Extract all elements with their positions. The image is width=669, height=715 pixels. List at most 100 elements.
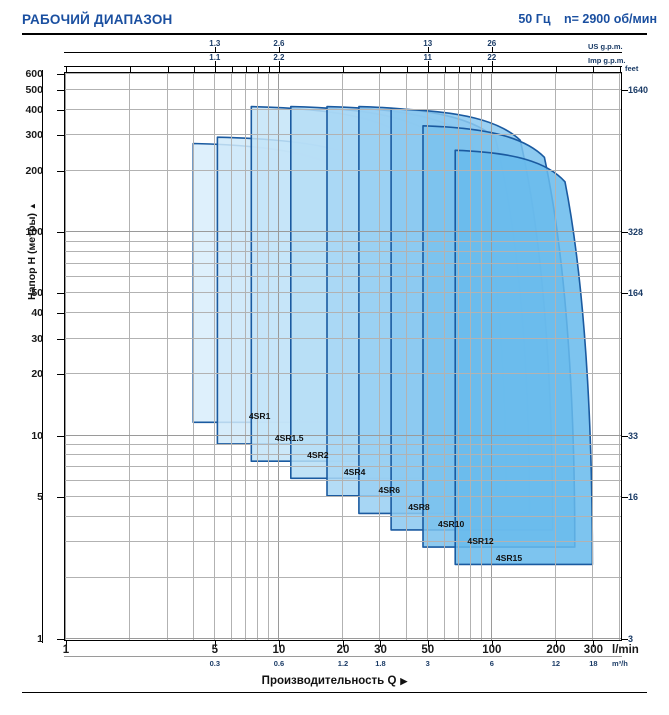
y-tick-label: 30 — [31, 332, 43, 345]
top-tick-label: 11 — [423, 53, 432, 62]
unit-us-gpm: US g.p.m. — [588, 42, 623, 51]
top-minor-tick — [343, 66, 344, 72]
y-tick-label: 50 — [31, 287, 43, 300]
x-tick-label: 5 — [211, 644, 219, 656]
top-tick — [278, 61, 280, 67]
top-minor-tick — [427, 66, 429, 72]
y-tick-label: 500 — [25, 84, 43, 97]
top-minor-tick — [491, 66, 493, 72]
x-tick-label-m3h: 6 — [489, 659, 494, 668]
x-axis-secondary-rule — [64, 656, 622, 657]
y-tick-label: 200 — [25, 165, 43, 178]
y-tick-label-feet: 1640 — [628, 85, 649, 96]
curve-label-4SR8: 4SR8 — [408, 502, 430, 513]
unit-lmin: l/min — [612, 644, 639, 656]
top-minor-tick — [278, 66, 280, 72]
top-tick — [491, 47, 493, 53]
y-tick-label-feet: 3 — [628, 634, 634, 644]
top-tick-label: 2.2 — [273, 53, 285, 62]
unit-imp-gpm: Imp g.p.m. — [588, 56, 626, 65]
curve-label-4SR4: 4SR4 — [343, 467, 366, 478]
top-tick-label: 22 — [487, 53, 497, 62]
y-tick — [57, 313, 64, 315]
x-tick-label-m3h: 3 — [425, 659, 430, 668]
y-tick-label: 400 — [25, 103, 43, 116]
x-tick — [214, 641, 216, 647]
curve-label-4SR1: 4SR1 — [248, 411, 271, 422]
y-tick-label-feet: 33 — [628, 430, 639, 441]
x-tick-label: 10 — [272, 644, 286, 656]
y-tick-right — [622, 232, 628, 234]
curve-label-4SR10: 4SR10 — [438, 518, 465, 529]
y-tick-label-feet: 164 — [628, 288, 644, 299]
curve-label-4SR12: 4SR12 — [467, 536, 494, 547]
y-tick — [57, 232, 64, 234]
speed-label: n= 2900 об/мин — [564, 12, 657, 26]
top-minor-tick — [458, 66, 460, 72]
curve-label-4SR6: 4SR6 — [378, 484, 401, 495]
top-minor-tick — [258, 66, 260, 72]
curve-label-4SR2: 4SR2 — [307, 450, 329, 461]
y-tick-right — [622, 639, 628, 640]
x-tick — [380, 641, 382, 647]
y-tick-label-feet: 16 — [628, 491, 639, 502]
y-tick-label: 40 — [31, 307, 43, 320]
y-tick-right — [622, 90, 628, 92]
x-tick — [491, 641, 493, 647]
top-tick-label: 13 — [423, 39, 433, 48]
top-minor-tick — [471, 66, 473, 72]
y-tick — [57, 90, 64, 92]
top-tick — [278, 47, 280, 53]
y-tick — [57, 109, 64, 111]
top-tick — [214, 61, 216, 67]
y-tick — [57, 639, 64, 640]
top-tick-label: 26 — [487, 39, 497, 48]
top-minor-tick — [380, 66, 382, 72]
x-tick — [66, 641, 67, 647]
y-tick — [57, 171, 64, 173]
x-axis-title: Производительность Q ▶ — [261, 675, 408, 687]
y-tick — [57, 496, 64, 498]
x-tick-label: 300 — [583, 644, 603, 656]
unit-feet: feet — [625, 64, 639, 73]
x-tick-label-m3h: 0.3 — [209, 659, 221, 668]
header-operating-conditions: 50 Гц n= 2900 об/мин — [508, 12, 657, 26]
top-minor-tick — [245, 66, 247, 72]
x-tick-label: 30 — [374, 644, 387, 656]
y-tick-right — [622, 435, 628, 437]
top-minor-tick — [555, 66, 557, 72]
x-tick-label: 20 — [336, 644, 350, 656]
x-tick-label: 200 — [546, 644, 566, 656]
y-tick-label: 300 — [25, 129, 43, 142]
x-tick-label: 100 — [482, 644, 502, 656]
top-minor-tick — [194, 66, 196, 72]
y-tick-label: 1 — [37, 633, 43, 645]
unit-m3h: m³/h — [612, 659, 628, 668]
y-tick — [57, 293, 64, 295]
top-tick — [427, 47, 429, 53]
curve-label-4SR15: 4SR15 — [495, 553, 523, 564]
y-tick-label-feet: 328 — [628, 227, 644, 238]
y-tick — [57, 435, 64, 437]
x-tick — [343, 641, 344, 647]
x-tick — [427, 641, 429, 647]
x-tick-label-m3h: 1.8 — [375, 659, 386, 668]
page-title: РАБОЧИЙ ДИАПАЗОН — [22, 12, 173, 27]
y-tick — [57, 374, 64, 376]
y-tick-label: 10 — [31, 429, 43, 442]
top-tick-label: 2.6 — [273, 39, 285, 48]
x-tick — [278, 641, 280, 647]
chart-plot-area — [64, 72, 622, 641]
top-minor-tick — [167, 66, 169, 72]
x-tick-label-m3h: 18 — [589, 659, 598, 668]
y-tick — [57, 338, 64, 340]
y-tick-right — [622, 496, 628, 498]
top-tick — [491, 61, 493, 67]
top-tick-label: 1.1 — [209, 53, 221, 62]
top-minor-tick — [130, 66, 132, 72]
y-tick-label: 600 — [25, 68, 43, 80]
x-tick — [593, 641, 595, 647]
y-tick-label: 5 — [37, 490, 43, 503]
y-axis-title: Напор H (метры) ▲ — [26, 202, 38, 300]
